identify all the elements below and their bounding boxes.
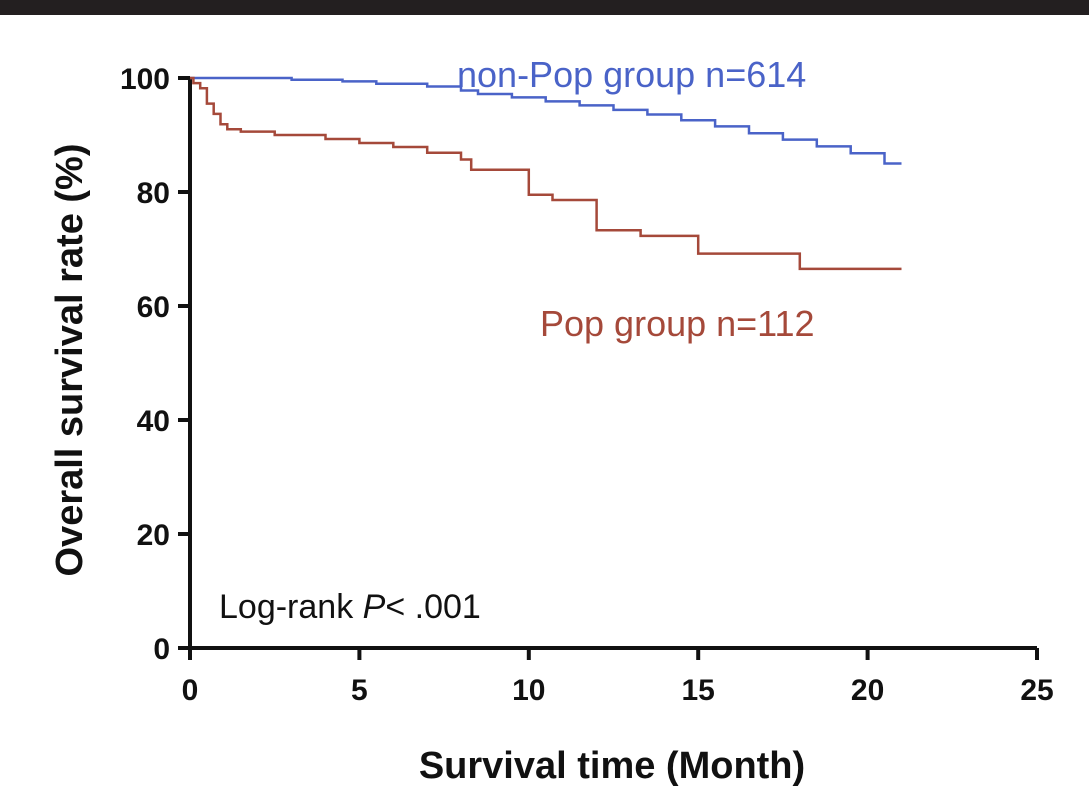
x-tick-label: 20 <box>851 674 884 707</box>
y-tick-label: 0 <box>153 633 170 666</box>
y-tick-label: 60 <box>137 291 170 324</box>
series-label-non-pop: non-Pop group n=614 <box>457 54 806 95</box>
y-ticks: 0 20 40 60 80 100 <box>120 63 190 666</box>
top-rule-bar <box>0 0 1089 15</box>
series-label-pop: Pop group n=112 <box>540 303 815 344</box>
x-tick-label: 5 <box>351 674 368 707</box>
x-tick-label: 0 <box>182 674 199 707</box>
x-tick-label: 25 <box>1020 674 1053 707</box>
y-tick-label: 100 <box>120 63 170 96</box>
series-line-non-pop <box>190 76 902 165</box>
x-tick-label: 15 <box>682 674 715 707</box>
x-axis-title: Survival time (Month) <box>419 745 805 787</box>
y-tick-label: 80 <box>137 177 170 210</box>
y-axis-title: Overall survival rate (%) <box>49 144 91 577</box>
annotation-prefix: Log-rank <box>219 588 363 626</box>
y-tick-label: 40 <box>137 405 170 438</box>
x-ticks: 0 5 10 15 20 25 <box>182 648 1054 707</box>
y-tick-label: 20 <box>137 519 170 552</box>
log-rank-annotation: Log-rank P< .001 <box>219 588 481 626</box>
annotation-suffix: < .001 <box>385 588 480 626</box>
x-tick-label: 10 <box>512 674 545 707</box>
series-line-pop <box>190 76 902 271</box>
series-lines <box>190 76 902 271</box>
axes <box>188 78 1037 650</box>
annotation-p: P <box>363 588 386 626</box>
